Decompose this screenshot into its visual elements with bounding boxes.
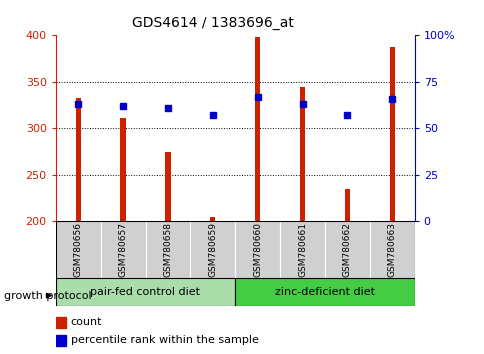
Bar — [56, 317, 66, 328]
Text: GSM780660: GSM780660 — [253, 222, 262, 277]
Bar — [190, 221, 235, 278]
Bar — [324, 221, 369, 278]
Bar — [299, 86, 304, 221]
Bar — [56, 335, 66, 346]
Text: GSM780659: GSM780659 — [208, 222, 217, 277]
Bar — [389, 46, 394, 221]
Text: growth protocol: growth protocol — [4, 291, 91, 301]
Text: GSM780661: GSM780661 — [297, 222, 306, 277]
Text: percentile rank within the sample: percentile rank within the sample — [71, 335, 258, 346]
Bar — [344, 189, 349, 221]
Text: count: count — [71, 318, 102, 327]
Bar — [56, 221, 101, 278]
Bar — [235, 278, 414, 306]
Text: pair-fed control diet: pair-fed control diet — [91, 287, 200, 297]
Bar — [165, 153, 170, 221]
Bar — [56, 278, 235, 306]
Bar — [210, 217, 215, 221]
Bar — [120, 118, 125, 221]
Bar — [369, 221, 414, 278]
Bar — [101, 221, 145, 278]
Text: GSM780657: GSM780657 — [118, 222, 127, 277]
Bar — [255, 37, 260, 221]
Text: GSM780658: GSM780658 — [163, 222, 172, 277]
Text: GDS4614 / 1383696_at: GDS4614 / 1383696_at — [132, 16, 294, 30]
Bar — [280, 221, 324, 278]
Text: GSM780663: GSM780663 — [387, 222, 396, 277]
Text: GSM780656: GSM780656 — [74, 222, 83, 277]
Text: zinc-deficient diet: zinc-deficient diet — [274, 287, 374, 297]
Text: GSM780662: GSM780662 — [342, 222, 351, 277]
Bar — [145, 221, 190, 278]
Bar — [76, 98, 81, 221]
Bar — [235, 221, 280, 278]
